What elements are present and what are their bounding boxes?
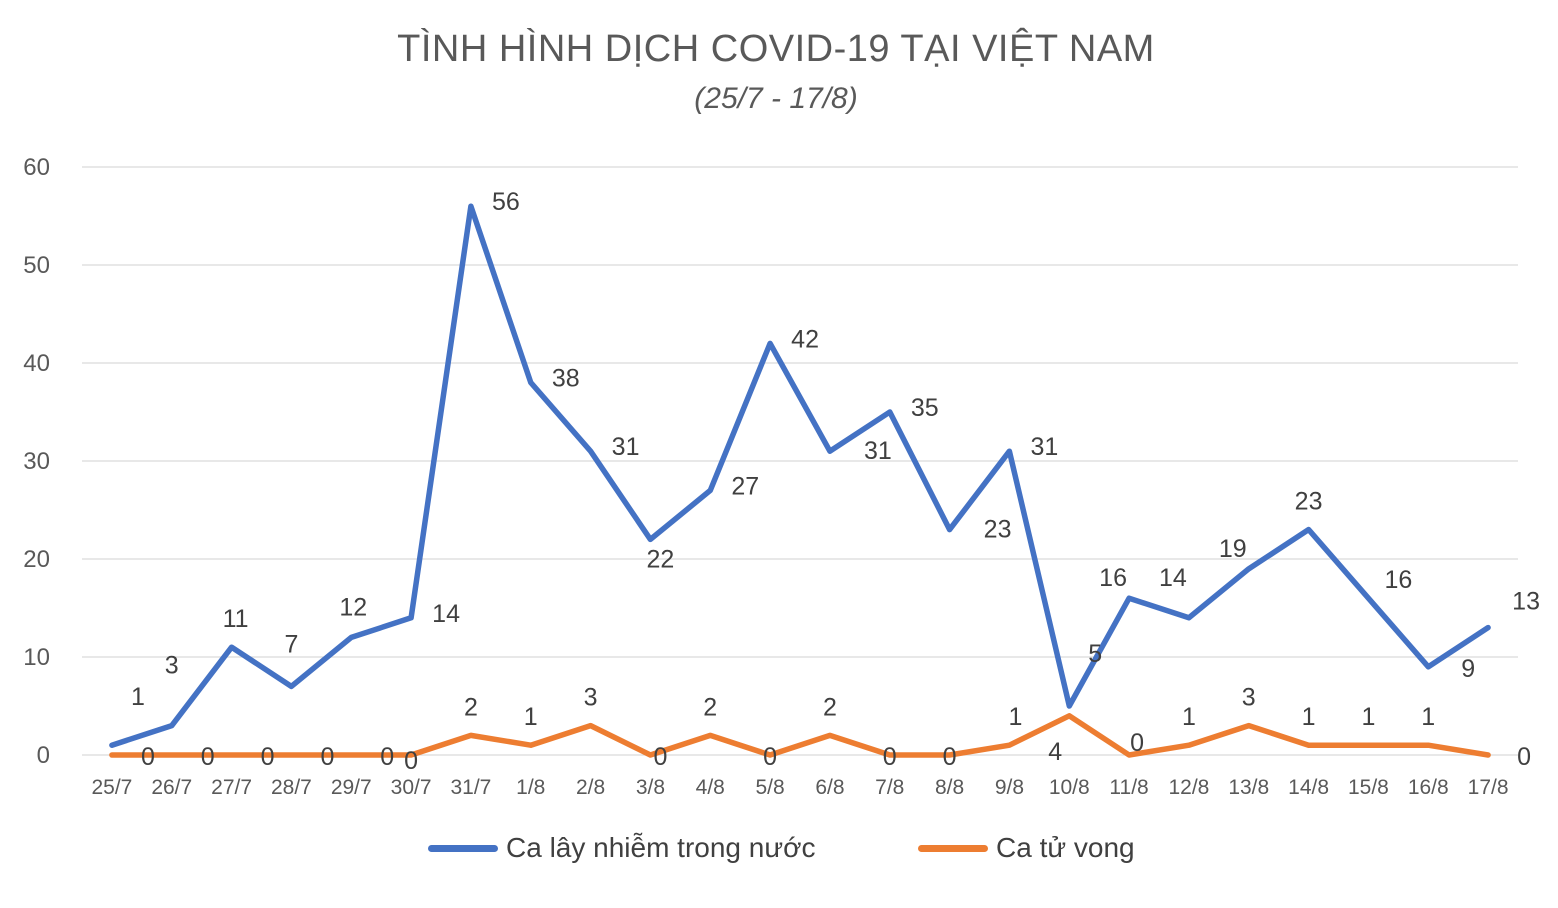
y-tick-label: 50 <box>23 252 50 279</box>
data-label-deaths: 2 <box>703 693 717 721</box>
x-tick-label: 16/8 <box>1408 776 1449 799</box>
x-tick-label: 13/8 <box>1228 776 1269 799</box>
data-label-cases: 7 <box>284 630 298 658</box>
data-label-cases: 35 <box>911 394 939 422</box>
data-label-deaths: 1 <box>1008 703 1022 731</box>
y-tick-label: 0 <box>37 742 50 769</box>
x-tick-label: 12/8 <box>1168 776 1209 799</box>
y-tick-label: 60 <box>23 154 50 181</box>
x-tick-label: 17/8 <box>1468 776 1509 799</box>
data-label-deaths: 0 <box>141 743 155 771</box>
data-label-cases: 56 <box>492 188 520 216</box>
x-tick-label: 8/8 <box>935 776 964 799</box>
legend-label-cases: Ca lây nhiễm trong nước <box>506 832 816 863</box>
y-axis-tick-labels: 0 10 20 30 40 50 60 <box>23 154 50 769</box>
data-label-cases: 38 <box>552 365 580 393</box>
x-tick-label: 30/7 <box>391 776 432 799</box>
y-tick-label: 10 <box>23 644 50 671</box>
gridlines <box>82 166 1518 756</box>
data-label-cases: 42 <box>791 325 819 353</box>
data-label-deaths: 1 <box>1182 703 1196 731</box>
x-tick-label: 11/8 <box>1109 776 1148 799</box>
x-tick-label: 27/7 <box>211 776 252 799</box>
chart-title: TÌNH HÌNH DỊCH COVID-19 TẠI VIỆT NAM <box>397 28 1155 70</box>
data-label-cases: 31 <box>1031 433 1059 461</box>
data-label-deaths: 1 <box>524 703 538 731</box>
x-axis-tick-labels: 25/7 26/7 27/7 28/7 29/7 30/7 31/7 1/8 2/8 3/8 4/8… <box>91 776 1508 799</box>
data-label-deaths: 0 <box>653 743 667 771</box>
data-label-cases: 31 <box>612 433 640 461</box>
legend-swatch-cases <box>428 844 498 852</box>
x-tick-label: 2/8 <box>576 776 605 799</box>
series-line-cases <box>109 203 1491 748</box>
x-tick-label: 26/7 <box>151 776 192 799</box>
data-label-deaths: 3 <box>1242 684 1256 712</box>
x-tick-label: 14/8 <box>1288 776 1329 799</box>
data-label-deaths: 0 <box>261 743 275 771</box>
data-label-cases: 11 <box>223 605 249 633</box>
data-label-cases: 1 <box>131 683 145 711</box>
y-tick-label: 20 <box>23 546 50 573</box>
data-label-cases: 23 <box>1295 488 1323 516</box>
data-label-deaths: 0 <box>1517 743 1531 771</box>
data-label-deaths: 0 <box>943 743 957 771</box>
data-label-cases: 9 <box>1461 655 1475 683</box>
x-tick-label: 7/8 <box>875 776 904 799</box>
x-tick-label: 6/8 <box>815 776 844 799</box>
x-tick-label: 15/8 <box>1348 776 1389 799</box>
data-label-deaths: 0 <box>380 743 394 771</box>
data-label-deaths: 0 <box>404 747 418 775</box>
data-label-cases: 19 <box>1219 535 1247 563</box>
legend-label-deaths: Ca tử vong <box>996 832 1135 863</box>
data-label-cases: 14 <box>1159 564 1187 592</box>
x-tick-label: 1/8 <box>516 776 545 799</box>
data-label-deaths: 0 <box>883 743 897 771</box>
data-label-deaths: 3 <box>584 684 598 712</box>
data-label-deaths: 4 <box>1048 738 1062 766</box>
x-tick-label: 31/7 <box>450 776 491 799</box>
x-tick-label: 9/8 <box>995 776 1024 799</box>
legend: Ca lây nhiễm trong nước Ca tử vong <box>0 832 1558 872</box>
data-label-cases: 23 <box>984 516 1012 544</box>
data-label-cases: 16 <box>1099 564 1127 592</box>
data-label-deaths: 0 <box>201 743 215 771</box>
data-label-cases: 27 <box>731 472 759 500</box>
y-tick-label: 30 <box>23 448 50 475</box>
x-tick-label: 4/8 <box>696 776 725 799</box>
data-label-deaths: 1 <box>1421 703 1435 731</box>
data-label-cases: 5 <box>1088 640 1102 668</box>
data-label-deaths: 0 <box>1130 729 1144 757</box>
series-lines <box>109 203 1491 758</box>
y-tick-label: 40 <box>23 350 50 377</box>
data-label-cases: 31 <box>864 437 892 465</box>
data-label-deaths: 1 <box>1302 703 1316 731</box>
x-tick-label: 25/7 <box>91 776 132 799</box>
legend-swatch-deaths <box>918 844 988 852</box>
data-label-deaths: 2 <box>823 693 837 721</box>
data-label-cases: 16 <box>1385 566 1413 594</box>
legend-item-deaths: Ca tử vong <box>918 832 1135 864</box>
data-label-deaths: 1 <box>1361 703 1375 731</box>
data-label-deaths: 2 <box>464 693 478 721</box>
data-label-cases: 3 <box>165 652 179 680</box>
legend-item-cases: Ca lây nhiễm trong nước <box>428 832 815 864</box>
data-label-deaths: 0 <box>763 743 777 771</box>
x-tick-label: 5/8 <box>755 776 784 799</box>
data-label-deaths: 0 <box>320 743 334 771</box>
x-tick-label: 29/7 <box>331 776 372 799</box>
series-line-deaths <box>109 713 1491 758</box>
data-label-cases: 22 <box>647 545 675 573</box>
data-label-cases: 12 <box>339 593 367 621</box>
chart-subtitle: (25/7 - 17/8) <box>694 82 858 115</box>
x-tick-label: 28/7 <box>271 776 312 799</box>
x-tick-label: 3/8 <box>636 776 665 799</box>
data-label-cases: 13 <box>1512 588 1540 616</box>
data-label-cases: 14 <box>432 600 460 628</box>
x-tick-label: 10/8 <box>1049 776 1090 799</box>
